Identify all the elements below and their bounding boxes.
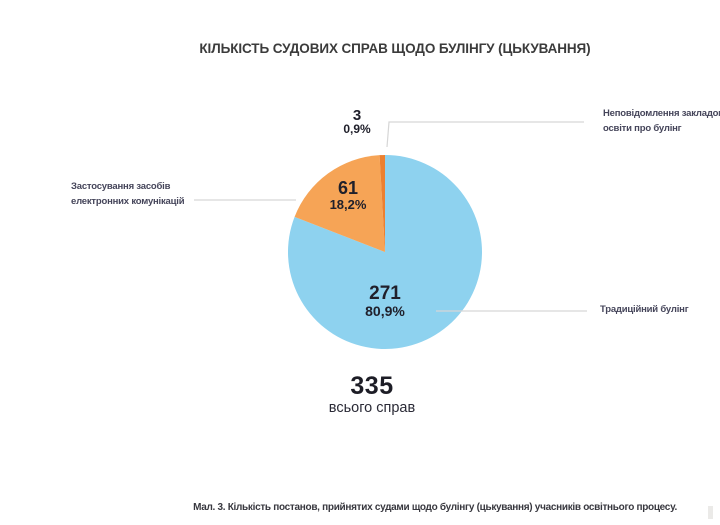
- slice-value: 3: [352, 107, 362, 124]
- slice-percent: 0,9%: [343, 122, 371, 136]
- pie-chart: [287, 154, 482, 349]
- total-value: 335: [350, 372, 394, 400]
- slice-percent: 80,9%: [365, 303, 405, 319]
- callout-electronic: Застосування засобів електронних комунік…: [71, 180, 185, 209]
- pie-slice: [294, 155, 385, 252]
- pie-slice: [287, 155, 482, 349]
- slice-percent: 18,2%: [329, 197, 367, 212]
- slice-label-nonreporting: 3 0,9%: [343, 108, 370, 136]
- callout-line2: освіти про булінг: [603, 122, 682, 134]
- figure-caption: Мал. 3. Кількість постанов, прийнятих су…: [193, 502, 677, 513]
- callout-traditional: Традиційний булінг: [600, 303, 689, 318]
- callout-line-nonreporting: [386, 121, 584, 148]
- callout-line2: електронних комунікацій: [71, 195, 185, 207]
- slice-label-electronic: 61 18,2%: [330, 179, 367, 212]
- total-label: всього справ: [328, 400, 416, 416]
- callout-nonreporting: Неповідомлення закладом освіти про булін…: [603, 107, 720, 136]
- callout-line1: Традиційний булінг: [600, 304, 689, 315]
- pie-slice: [379, 154, 385, 252]
- slice-value: 61: [337, 178, 359, 198]
- chart-title: КІЛЬКІСТЬ СУДОВИХ СПРАВ ЩОДО БУЛІНГУ (ЦЬ…: [199, 41, 591, 56]
- callout-line1: Неповідомлення закладом: [603, 108, 720, 119]
- slice-label-traditional: 271 80,9%: [365, 284, 405, 319]
- page-edge-artifact: [708, 506, 713, 519]
- callout-line1: Застосування засобів: [71, 181, 171, 192]
- slice-value: 271: [369, 283, 401, 304]
